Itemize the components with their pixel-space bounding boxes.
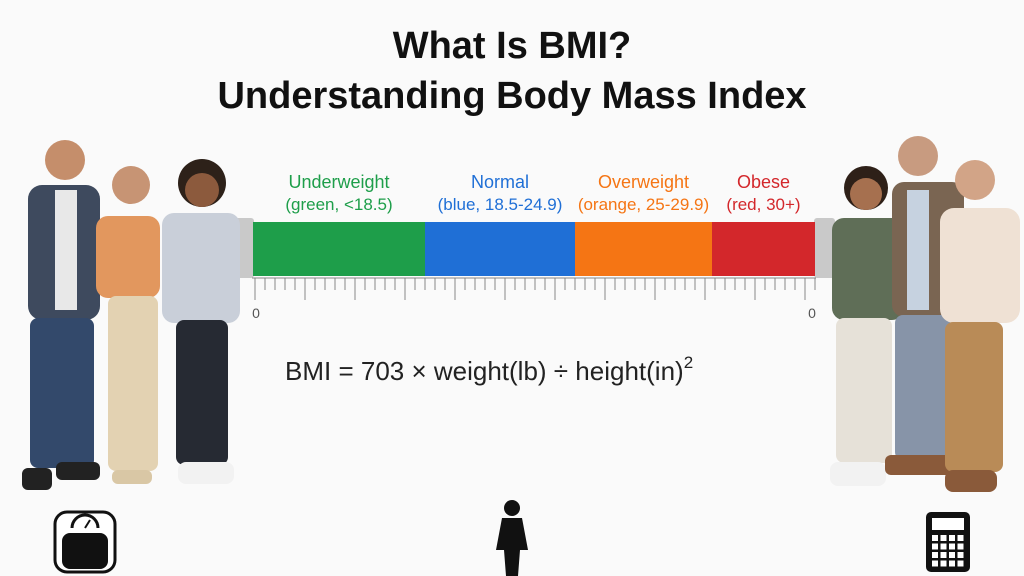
segment-detail: (red, 30+) (726, 195, 800, 214)
scale-left-label: 0 (252, 305, 260, 321)
scale-right-label: 0 (808, 305, 816, 321)
segment-detail: (orange, 25-29.9) (578, 195, 709, 214)
person-left-1 (22, 140, 100, 490)
icon-person (496, 500, 528, 576)
calc-key (949, 552, 955, 558)
calc-key (957, 560, 964, 567)
title-line1: What Is BMI? (393, 25, 632, 67)
scale-cap-right (814, 218, 835, 278)
person-right-1 (830, 166, 904, 486)
person-left-2 (96, 166, 160, 484)
segment-name: Normal (471, 172, 529, 192)
person-right-3 (940, 160, 1020, 492)
scale-segment (575, 222, 712, 276)
segment-name: Underweight (288, 172, 389, 192)
calc-key (932, 552, 938, 558)
formula-text: BMI = 703 × weight(lb) ÷ height(in) (285, 356, 684, 386)
formula: BMI = 703 × weight(lb) ÷ height(in)2 (285, 353, 693, 386)
scale-segment (253, 222, 425, 276)
calc-key (949, 535, 955, 541)
calc-key (932, 560, 938, 567)
scale-segment (712, 222, 815, 276)
segment-detail: (blue, 18.5-24.9) (438, 195, 563, 214)
calc-key (940, 543, 947, 550)
calc-key (940, 560, 947, 567)
calc-key (932, 543, 938, 550)
calc-key (949, 543, 955, 550)
calc-key (957, 535, 964, 541)
calc-key (940, 535, 947, 541)
segment-detail: (green, <18.5) (285, 195, 392, 214)
calc-key (957, 552, 964, 558)
calc-key (932, 535, 938, 541)
ruler (252, 277, 816, 300)
scale-segments: Underweight (green, <18.5) Normal (blue, 18… (253, 172, 815, 276)
person-left-3 (162, 159, 240, 484)
calc-key (940, 552, 947, 558)
icon-calculator (926, 512, 970, 572)
icon-scale (53, 510, 117, 574)
formula-exponent: 2 (684, 353, 693, 372)
scale-segment (425, 222, 575, 276)
segment-name: Obese (737, 172, 790, 192)
calc-key (957, 543, 964, 550)
calc-key (949, 560, 955, 567)
segment-name: Overweight (598, 172, 689, 192)
title-line2: Understanding Body Mass Index (217, 75, 806, 117)
